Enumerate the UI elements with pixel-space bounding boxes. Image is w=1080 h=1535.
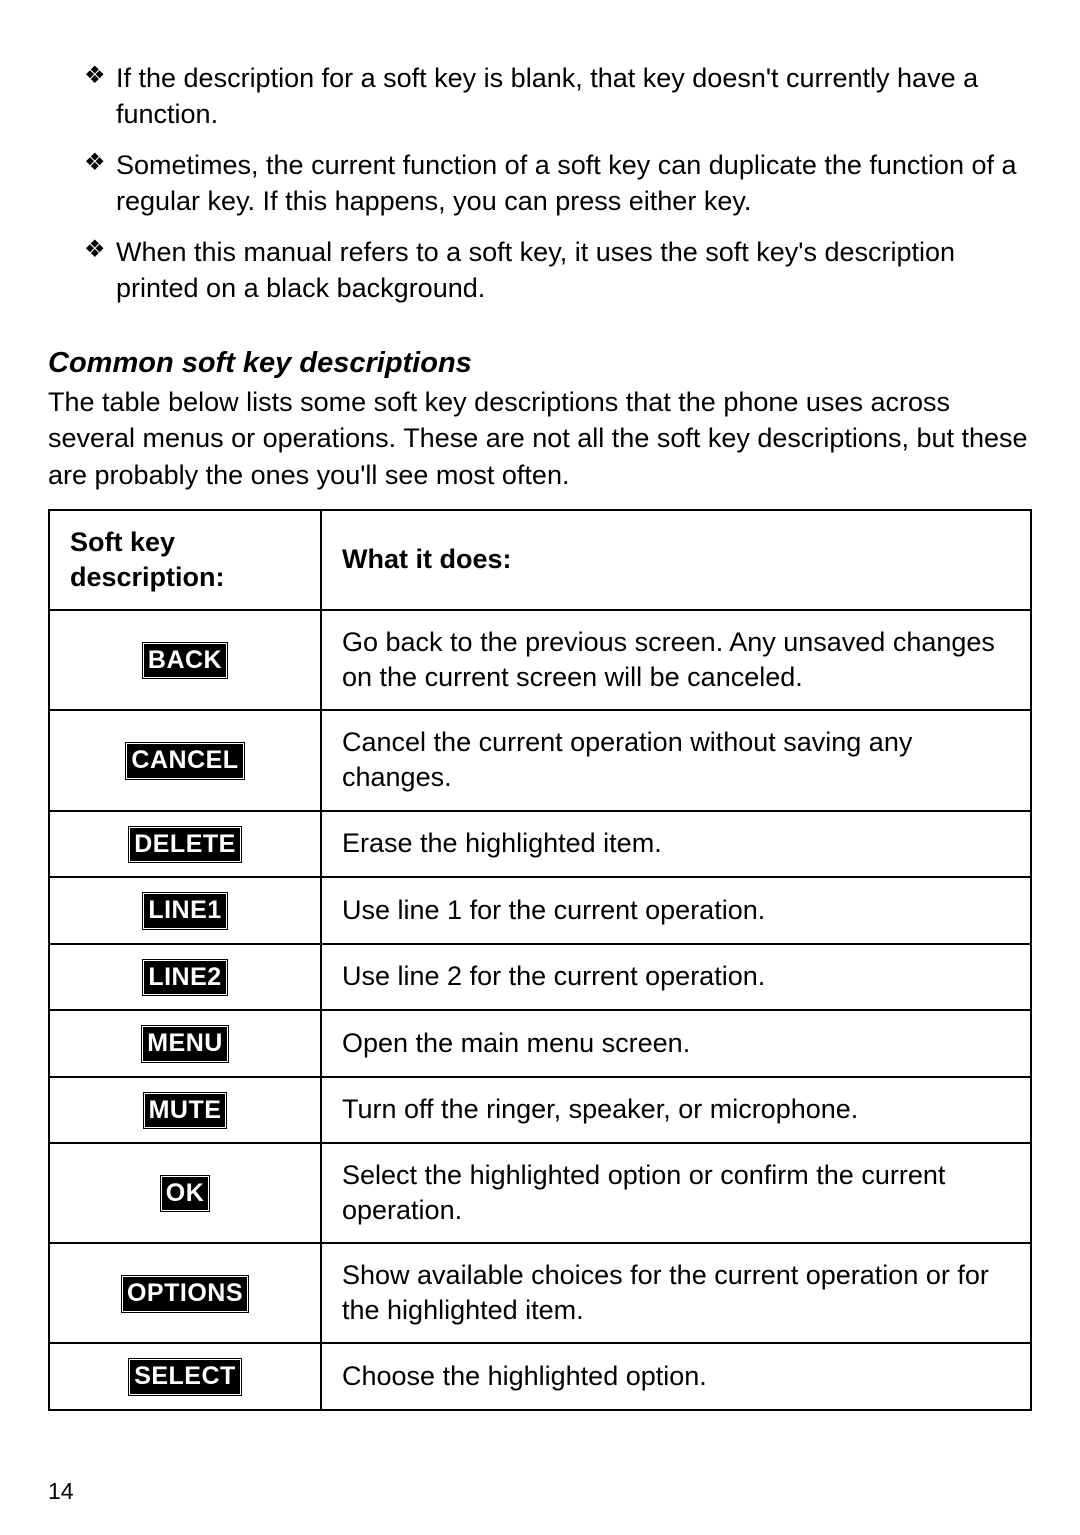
table-row: MUTE Turn off the ringer, speaker, or mi…	[49, 1077, 1031, 1144]
table-header-cell: Soft key description:	[49, 510, 321, 610]
softkey-label: BACK	[143, 643, 227, 679]
softkey-label: SELECT	[129, 1359, 241, 1395]
softkey-label: MUTE	[144, 1093, 227, 1129]
softkey-label: OPTIONS	[122, 1276, 248, 1312]
softkey-cell: SELECT	[49, 1343, 321, 1410]
softkey-cell: CANCEL	[49, 710, 321, 810]
softkey-cell: LINE2	[49, 944, 321, 1011]
softkey-label: OK	[161, 1176, 210, 1212]
softkey-cell: OPTIONS	[49, 1243, 321, 1343]
table-header-row: Soft key description: What it does:	[49, 510, 1031, 610]
bullet-item: If the description for a soft key is bla…	[84, 60, 1022, 133]
softkey-cell: MENU	[49, 1010, 321, 1077]
bullet-list: If the description for a soft key is bla…	[48, 60, 1032, 307]
softkey-table: Soft key description: What it does: BACK…	[48, 509, 1032, 1411]
softkey-cell: DELETE	[49, 811, 321, 878]
softkey-cell: LINE1	[49, 877, 321, 944]
table-row: DELETE Erase the highlighted item.	[49, 811, 1031, 878]
softkey-cell: MUTE	[49, 1077, 321, 1144]
page-number: 14	[48, 1478, 74, 1505]
description-cell: Cancel the current operation without sav…	[321, 710, 1031, 810]
table-row: CANCEL Cancel the current operation with…	[49, 710, 1031, 810]
description-cell: Use line 1 for the current operation.	[321, 877, 1031, 944]
softkey-cell: BACK	[49, 610, 321, 710]
description-cell: Go back to the previous screen. Any unsa…	[321, 610, 1031, 710]
softkey-label: LINE2	[143, 960, 226, 996]
document-page: If the description for a soft key is bla…	[0, 0, 1080, 1535]
bullet-item: When this manual refers to a soft key, i…	[84, 234, 1022, 307]
description-cell: Show available choices for the current o…	[321, 1243, 1031, 1343]
softkey-label: DELETE	[129, 827, 241, 863]
softkey-cell: OK	[49, 1143, 321, 1243]
description-cell: Select the highlighted option or confirm…	[321, 1143, 1031, 1243]
description-cell: Choose the highlighted option.	[321, 1343, 1031, 1410]
table-row: OK Select the highlighted option or conf…	[49, 1143, 1031, 1243]
table-row: OPTIONS Show available choices for the c…	[49, 1243, 1031, 1343]
table-row: SELECT Choose the highlighted option.	[49, 1343, 1031, 1410]
table-row: BACK Go back to the previous screen. Any…	[49, 610, 1031, 710]
description-cell: Open the main menu screen.	[321, 1010, 1031, 1077]
description-cell: Erase the highlighted item.	[321, 811, 1031, 878]
description-cell: Turn off the ringer, speaker, or microph…	[321, 1077, 1031, 1144]
softkey-label: LINE1	[143, 893, 226, 929]
table-row: LINE2 Use line 2 for the current operati…	[49, 944, 1031, 1011]
section-intro: The table below lists some soft key desc…	[48, 384, 1032, 493]
table-row: MENU Open the main menu screen.	[49, 1010, 1031, 1077]
section-heading: Common soft key descriptions	[48, 347, 1032, 380]
softkey-label: CANCEL	[126, 743, 243, 779]
table-header-cell: What it does:	[321, 510, 1031, 610]
softkey-label: MENU	[142, 1026, 228, 1062]
bullet-item: Sometimes, the current function of a sof…	[84, 147, 1022, 220]
table-row: LINE1 Use line 1 for the current operati…	[49, 877, 1031, 944]
description-cell: Use line 2 for the current operation.	[321, 944, 1031, 1011]
